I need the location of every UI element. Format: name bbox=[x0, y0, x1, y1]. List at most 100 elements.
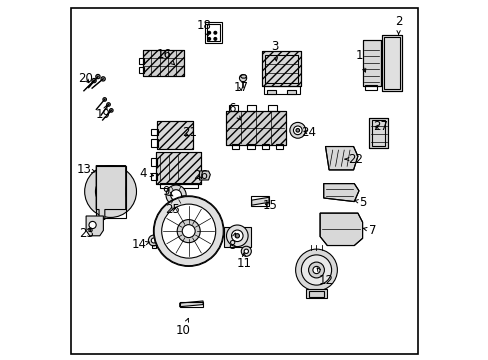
Circle shape bbox=[295, 129, 299, 132]
Circle shape bbox=[231, 230, 243, 242]
Circle shape bbox=[244, 249, 248, 253]
Text: 27: 27 bbox=[372, 120, 387, 133]
Text: 15: 15 bbox=[262, 199, 277, 212]
Bar bbox=[266, 90, 276, 94]
Bar bbox=[96, 166, 125, 218]
Circle shape bbox=[109, 109, 113, 112]
Text: 25: 25 bbox=[165, 203, 180, 216]
Polygon shape bbox=[320, 213, 362, 246]
Bar bbox=[142, 50, 184, 76]
Text: 9: 9 bbox=[163, 185, 173, 198]
Text: 24: 24 bbox=[301, 126, 315, 139]
Circle shape bbox=[241, 246, 251, 256]
Bar bbox=[286, 90, 295, 94]
Circle shape bbox=[101, 77, 105, 81]
Bar bbox=[362, 40, 380, 86]
Text: 23: 23 bbox=[79, 227, 94, 240]
Circle shape bbox=[166, 185, 186, 205]
Bar bbox=[151, 158, 157, 166]
Circle shape bbox=[239, 75, 246, 82]
Bar bbox=[142, 50, 184, 76]
Bar bbox=[276, 144, 283, 149]
Bar bbox=[206, 24, 220, 41]
Bar bbox=[381, 35, 401, 91]
Text: 2: 2 bbox=[394, 15, 402, 34]
Circle shape bbox=[170, 190, 181, 201]
Circle shape bbox=[235, 234, 239, 238]
Bar bbox=[157, 121, 192, 149]
Circle shape bbox=[289, 122, 305, 138]
Text: 1: 1 bbox=[354, 49, 365, 72]
Text: 3: 3 bbox=[270, 40, 278, 61]
Bar bbox=[305, 289, 326, 298]
Circle shape bbox=[213, 37, 216, 40]
Bar bbox=[381, 35, 401, 91]
Bar bbox=[247, 144, 254, 149]
Text: 16: 16 bbox=[156, 48, 174, 65]
Circle shape bbox=[177, 220, 200, 243]
Text: 5: 5 bbox=[353, 196, 366, 209]
Bar bbox=[151, 129, 158, 135]
Bar bbox=[156, 152, 201, 184]
Bar bbox=[261, 144, 268, 149]
Bar bbox=[223, 227, 250, 247]
Bar bbox=[139, 67, 143, 73]
Circle shape bbox=[295, 249, 337, 291]
Polygon shape bbox=[179, 301, 203, 307]
Bar bbox=[261, 51, 301, 86]
Text: 10: 10 bbox=[176, 318, 190, 337]
Circle shape bbox=[92, 78, 96, 83]
Bar bbox=[160, 183, 197, 188]
Circle shape bbox=[226, 225, 247, 247]
Bar bbox=[151, 139, 158, 147]
Text: 21: 21 bbox=[182, 126, 197, 139]
Text: 12: 12 bbox=[317, 268, 333, 287]
Circle shape bbox=[95, 176, 125, 207]
Text: 18: 18 bbox=[196, 19, 211, 36]
Polygon shape bbox=[199, 171, 210, 180]
Bar bbox=[265, 55, 297, 83]
Circle shape bbox=[312, 266, 320, 274]
Circle shape bbox=[102, 98, 106, 101]
Text: 11: 11 bbox=[237, 253, 251, 270]
Text: 13: 13 bbox=[77, 163, 95, 176]
Text: 6: 6 bbox=[228, 102, 240, 120]
Text: 22: 22 bbox=[345, 153, 362, 166]
Polygon shape bbox=[325, 147, 357, 170]
Bar bbox=[225, 111, 285, 145]
Bar bbox=[362, 40, 380, 86]
Circle shape bbox=[162, 204, 215, 258]
Text: 7: 7 bbox=[363, 224, 376, 237]
Circle shape bbox=[153, 196, 224, 266]
Polygon shape bbox=[240, 75, 246, 78]
Text: 19: 19 bbox=[96, 105, 111, 121]
Circle shape bbox=[84, 166, 136, 217]
Circle shape bbox=[293, 126, 302, 135]
Bar bbox=[232, 144, 239, 149]
Polygon shape bbox=[174, 203, 184, 212]
Polygon shape bbox=[323, 184, 358, 202]
Circle shape bbox=[213, 31, 216, 34]
Circle shape bbox=[96, 75, 100, 79]
Circle shape bbox=[151, 238, 156, 243]
Bar bbox=[371, 120, 385, 146]
Bar bbox=[247, 105, 256, 111]
Bar bbox=[229, 105, 238, 111]
Circle shape bbox=[207, 37, 210, 40]
Polygon shape bbox=[86, 216, 103, 236]
Circle shape bbox=[301, 255, 331, 285]
Circle shape bbox=[148, 235, 159, 246]
Bar bbox=[157, 121, 192, 149]
Bar bbox=[152, 245, 155, 248]
Bar bbox=[251, 196, 269, 206]
Bar bbox=[268, 105, 277, 111]
Text: 8: 8 bbox=[227, 233, 235, 252]
Circle shape bbox=[106, 103, 110, 106]
Bar bbox=[368, 118, 387, 148]
Bar bbox=[368, 118, 387, 148]
Text: 4: 4 bbox=[139, 167, 153, 180]
Text: 20: 20 bbox=[78, 72, 93, 85]
Bar bbox=[365, 85, 376, 90]
Text: 26: 26 bbox=[193, 169, 208, 182]
Circle shape bbox=[89, 221, 96, 229]
